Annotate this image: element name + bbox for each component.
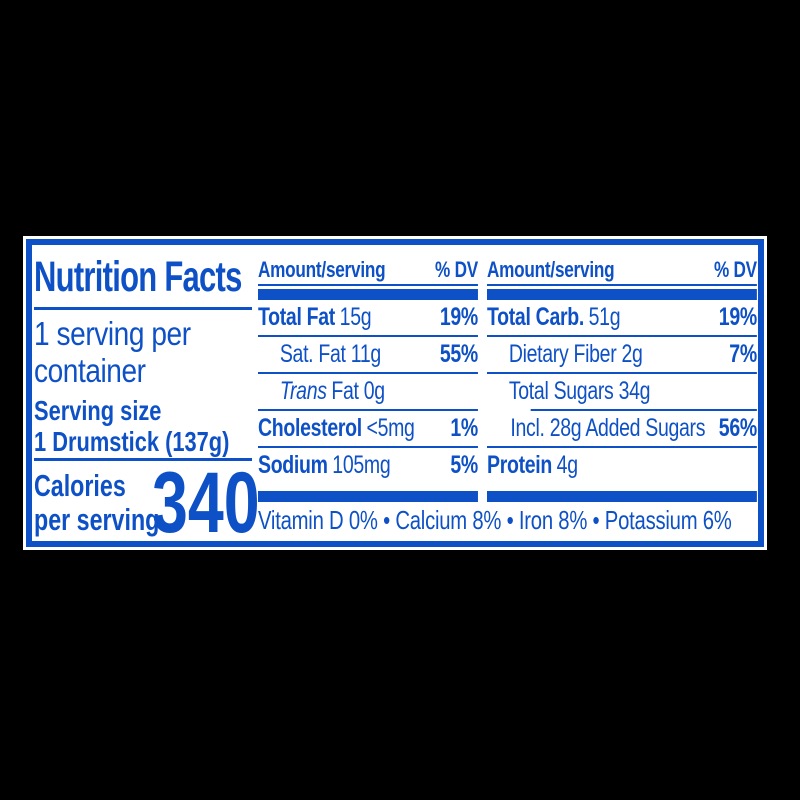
- calories-label-line2: per serving: [34, 502, 160, 537]
- row-divider: [258, 409, 478, 411]
- amount-serving-column-carb: Amount/serving % DV Total Carb. 51g 19% D…: [487, 257, 757, 502]
- calories-label-line1: Calories: [34, 468, 126, 503]
- calories-value: 340: [152, 455, 260, 551]
- row-divider: [258, 446, 478, 448]
- footer-thick-bar: [487, 491, 757, 502]
- nutrition-facts-panel: Nutrition Facts 1 serving per container …: [26, 239, 764, 547]
- servings-per-container: 1 serving per container: [34, 315, 191, 389]
- column-header: Amount/serving % DV: [487, 257, 757, 286]
- header-percent-dv: % DV: [713, 257, 757, 282]
- nutrient-row-sat-fat: Sat. Fat 11g 55%: [279, 340, 478, 368]
- nutrient-row-dietary-fiber: Dietary Fiber 2g 7%: [508, 340, 757, 368]
- amount-serving-column-fat: Amount/serving % DV Total Fat 15g 19% Sat…: [258, 257, 478, 502]
- header-thick-bar: [258, 289, 478, 300]
- header-percent-dv: % DV: [435, 257, 478, 282]
- nutrient-row-total-fat: Total Fat 15g 19%: [258, 303, 478, 331]
- row-divider: [258, 372, 478, 374]
- nutrient-row-total-carb: Total Carb. 51g 19%: [487, 303, 757, 331]
- column-header: Amount/serving % DV: [258, 257, 478, 286]
- row-divider: [487, 372, 757, 374]
- row-divider: [487, 335, 757, 337]
- header-amount-serving: Amount/serving: [487, 257, 615, 282]
- vitamins-minerals-text: Vitamin D 0% • Calcium 8% • Iron 8% • Po…: [258, 505, 732, 535]
- header-amount-serving: Amount/serving: [258, 257, 386, 282]
- nutrient-row-added-sugars: Incl. 28g Added Sugars 56%: [510, 414, 757, 442]
- serving-size-value: 1 Drumstick (137g): [34, 426, 230, 457]
- nutrition-facts-title: Nutrition Facts: [34, 253, 242, 301]
- nutrient-row-cholesterol: Cholesterol <5mg 1%: [258, 414, 478, 442]
- nutrient-row-total-sugars: Total Sugars 34g: [508, 377, 651, 405]
- title-divider: [34, 307, 252, 310]
- calories-label: Calories per serving: [34, 469, 159, 537]
- header-thick-bar: [487, 289, 757, 300]
- nutrient-row-protein: Protein 4g: [487, 451, 578, 479]
- serving-size-label: Serving size: [34, 395, 162, 426]
- row-divider: [487, 446, 757, 448]
- row-divider: [258, 335, 478, 337]
- footer-thick-bar: [258, 491, 478, 502]
- row-divider-indented: [530, 409, 757, 411]
- nutrient-row-trans-fat: Trans Fat 0g: [279, 377, 385, 405]
- nutrient-row-sodium: Sodium 105mg 5%: [258, 451, 478, 479]
- serving-divider: [34, 458, 252, 461]
